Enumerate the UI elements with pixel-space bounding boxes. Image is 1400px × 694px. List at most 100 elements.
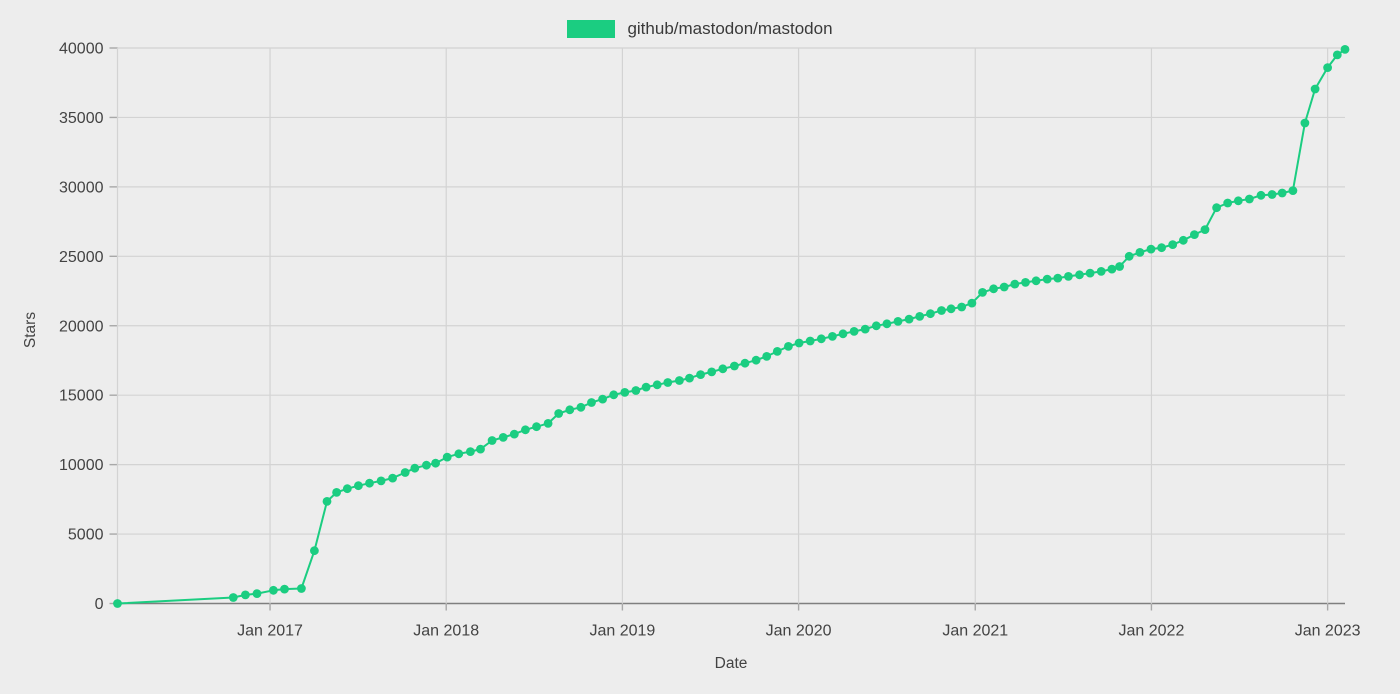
data-point	[1233, 196, 1243, 206]
data-point	[652, 380, 662, 390]
data-point	[1190, 230, 1199, 240]
data-point	[1115, 262, 1124, 271]
data-point	[410, 463, 420, 473]
data-point	[828, 332, 837, 341]
legend-label[interactable]: github/mastodon/mastodon	[627, 19, 833, 38]
x-tick-label: Jan 2017	[237, 623, 303, 640]
data-point	[772, 347, 782, 356]
data-point	[871, 321, 881, 331]
data-point	[620, 388, 630, 397]
data-point	[466, 447, 475, 456]
data-point	[388, 473, 397, 483]
data-point	[926, 309, 935, 319]
y-tick-label: 20000	[59, 318, 104, 335]
data-point	[849, 327, 859, 336]
data-point	[1277, 188, 1287, 198]
data-point	[1200, 225, 1210, 235]
data-point	[1010, 279, 1020, 289]
data-point	[978, 288, 987, 297]
data-point	[1096, 267, 1106, 276]
data-point	[1245, 194, 1254, 204]
data-point	[707, 367, 717, 377]
data-point	[241, 590, 250, 600]
data-point	[762, 352, 772, 361]
legend: github/mastodon/mastodon	[0, 19, 1400, 39]
data-point	[1323, 63, 1332, 72]
x-tick-label: Jan 2019	[589, 623, 655, 640]
data-point	[696, 370, 705, 379]
data-point	[322, 497, 332, 506]
y-tick-label: 40000	[59, 41, 104, 58]
data-point	[946, 304, 956, 314]
data-point	[957, 302, 967, 312]
data-point	[476, 444, 485, 454]
data-point	[454, 449, 464, 459]
data-point	[342, 484, 352, 494]
data-point	[631, 386, 641, 395]
data-point	[718, 364, 728, 374]
data-point	[431, 458, 440, 468]
data-point	[967, 298, 977, 308]
data-point	[310, 546, 319, 556]
data-point	[269, 585, 278, 595]
data-point	[1124, 251, 1134, 261]
x-tick-label: Jan 2021	[942, 623, 1008, 640]
data-point	[838, 329, 848, 339]
data-point	[730, 361, 739, 371]
data-point	[598, 394, 607, 404]
data-point	[280, 584, 289, 594]
series-line	[117, 48, 1346, 605]
legend-swatch[interactable]	[567, 20, 616, 38]
data-point	[1168, 240, 1178, 250]
data-point	[576, 402, 586, 412]
data-point	[675, 376, 684, 385]
data-point	[487, 436, 497, 445]
data-point	[498, 433, 508, 442]
data-point	[1107, 264, 1117, 274]
data-point	[609, 390, 619, 400]
data-point	[532, 422, 541, 432]
data-point	[113, 599, 122, 608]
data-point	[740, 358, 750, 368]
data-point	[794, 338, 804, 348]
x-tick-label: Jan 2023	[1295, 623, 1361, 640]
data-point	[663, 378, 673, 387]
data-point	[376, 476, 386, 486]
data-point	[1135, 248, 1145, 257]
data-point	[1288, 186, 1298, 196]
data-point	[685, 373, 694, 383]
x-axis-title: Date	[714, 655, 748, 672]
data-point	[1085, 268, 1095, 278]
data-point	[1256, 190, 1266, 200]
data-point	[937, 306, 946, 315]
data-point	[1310, 84, 1320, 94]
data-point	[1146, 244, 1156, 254]
data-point	[521, 425, 530, 435]
y-axis-title: Stars	[22, 311, 39, 349]
y-tick-label: 10000	[59, 457, 104, 474]
y-tick-label: 35000	[59, 110, 104, 127]
data-point	[989, 284, 998, 294]
data-point	[1021, 278, 1030, 287]
data-point	[860, 324, 870, 334]
data-point	[1267, 190, 1277, 199]
y-tick-label: 25000	[59, 249, 104, 266]
data-point	[1042, 274, 1052, 284]
data-point	[999, 282, 1009, 292]
data-point	[1212, 203, 1221, 213]
data-point	[554, 409, 564, 418]
data-point	[751, 355, 761, 365]
data-point	[893, 317, 903, 326]
data-point	[1053, 273, 1063, 283]
data-point	[228, 593, 238, 602]
data-point	[587, 398, 596, 407]
x-tick-label: Jan 2020	[766, 623, 832, 640]
data-point	[1332, 50, 1342, 60]
data-point	[1223, 198, 1233, 208]
data-point	[1064, 272, 1073, 281]
data-point	[641, 382, 651, 392]
data-point	[1157, 243, 1166, 253]
x-tick-label: Jan 2022	[1119, 623, 1185, 640]
